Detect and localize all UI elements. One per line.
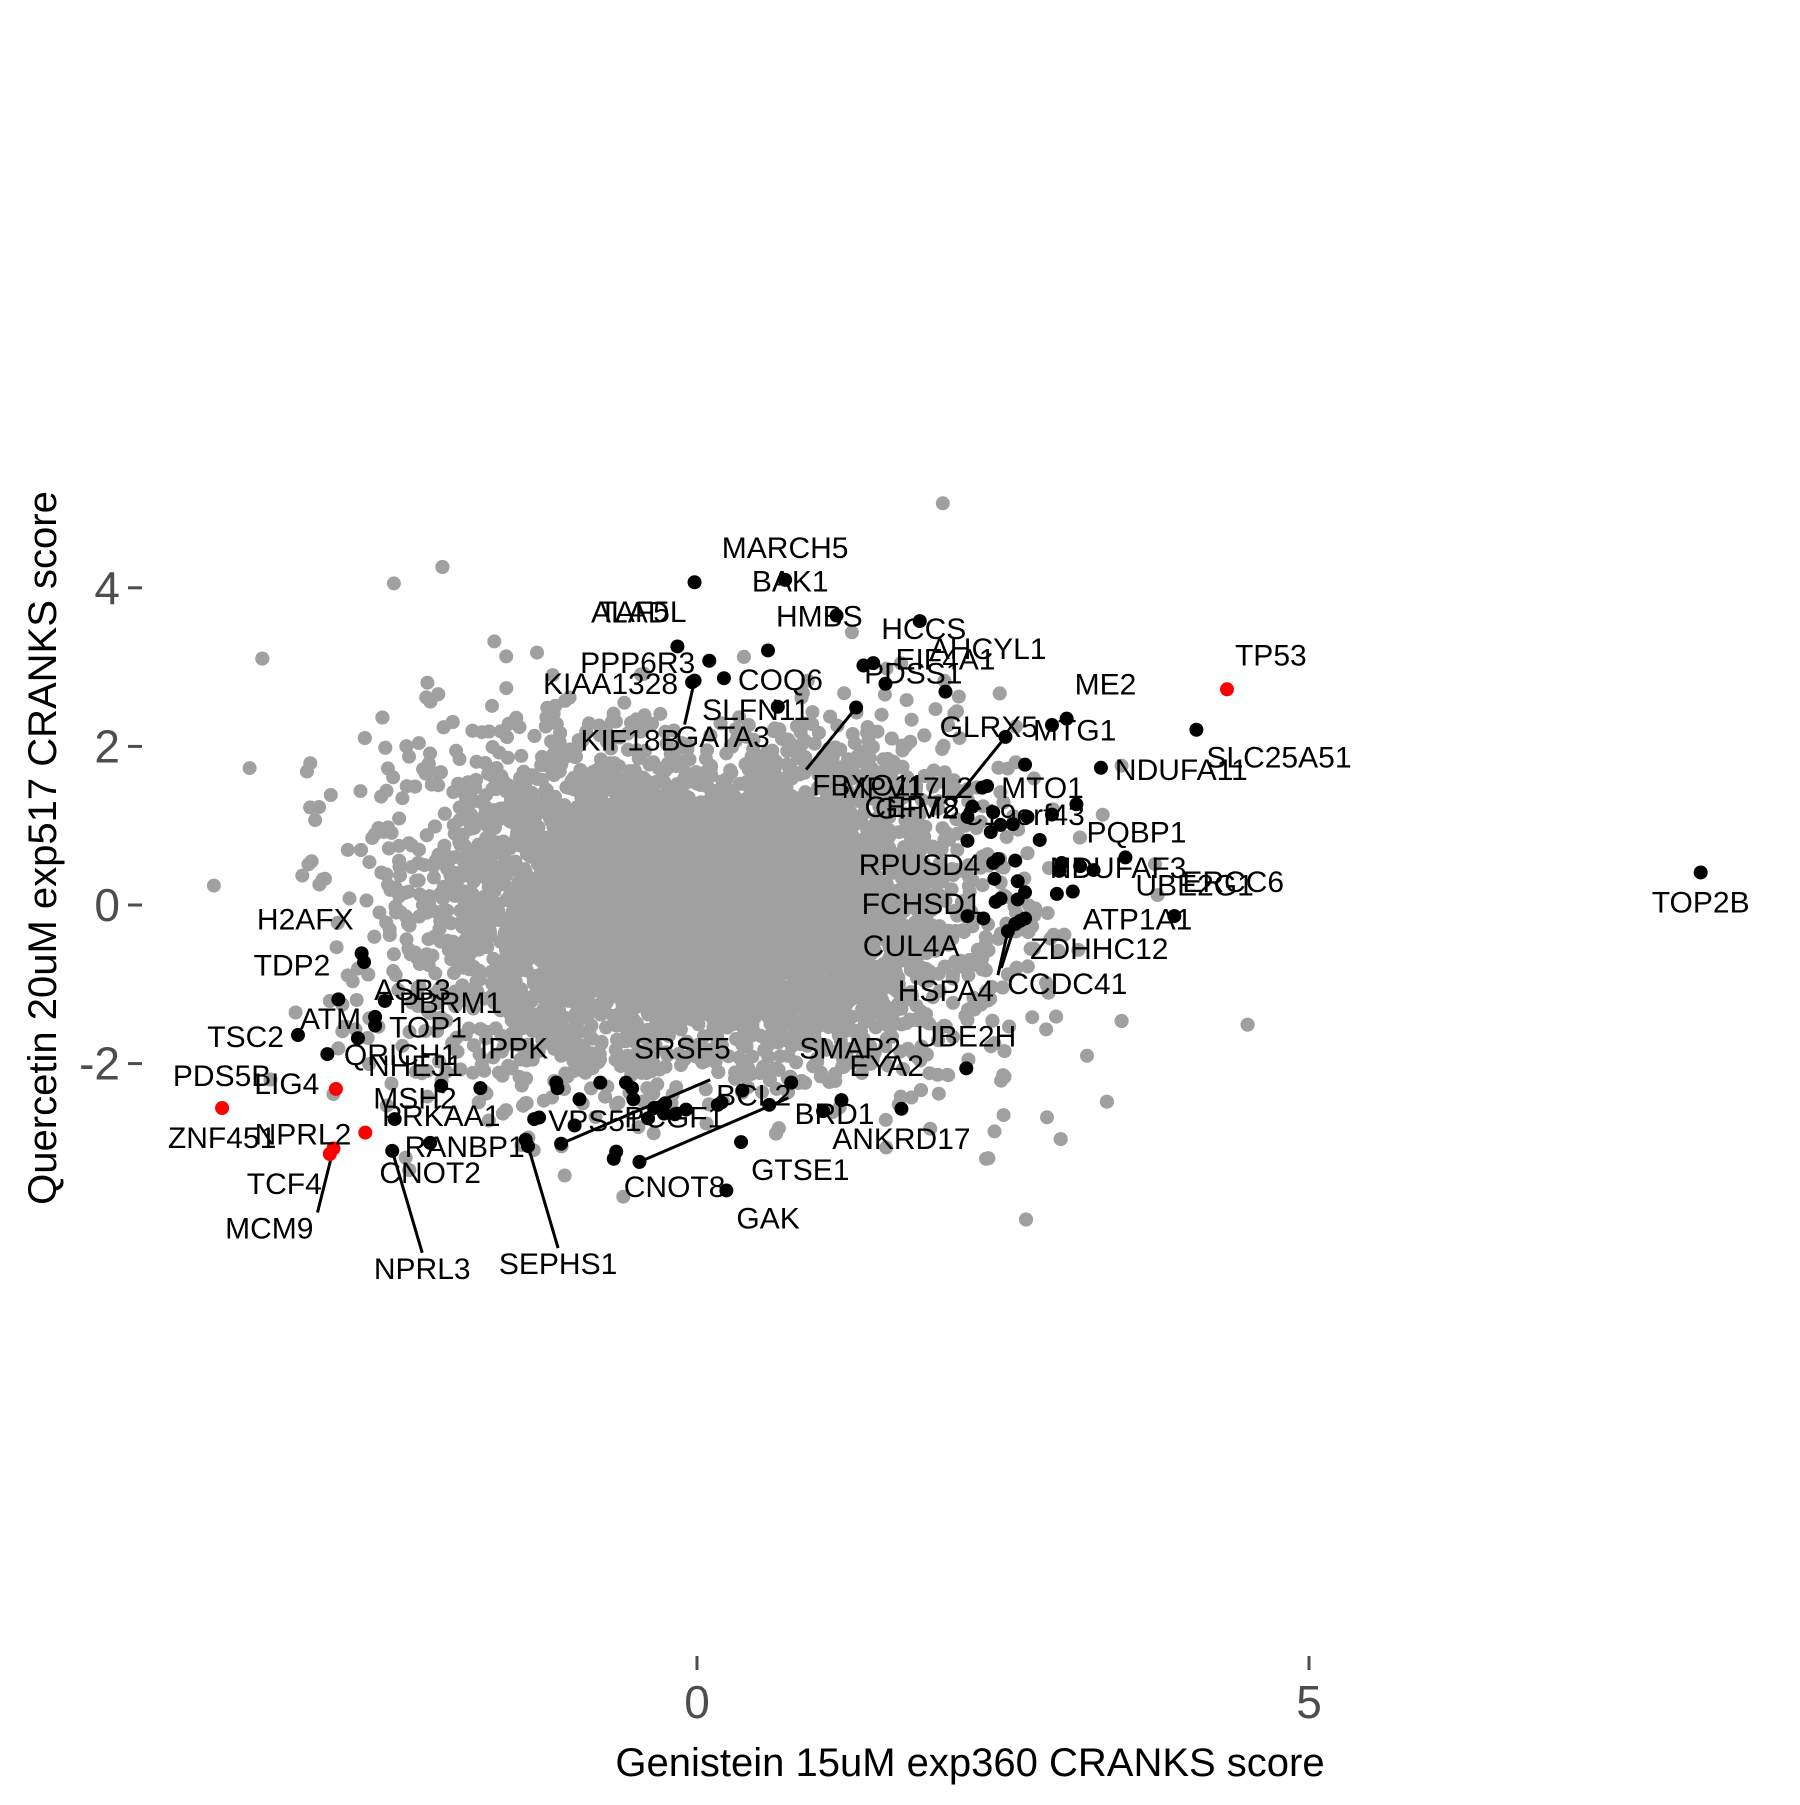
background-point (931, 1086, 946, 1101)
background-point (423, 746, 437, 761)
background-point (554, 1048, 569, 1063)
background-point (514, 748, 529, 763)
background-point (398, 1150, 413, 1165)
background-point (353, 784, 368, 799)
background-point (616, 1189, 631, 1204)
background-point (1040, 906, 1055, 920)
background-point (904, 1090, 919, 1105)
background-point (899, 738, 914, 753)
background-point (242, 761, 257, 776)
background-point (1025, 1010, 1040, 1025)
background-point (499, 649, 514, 664)
background-point (499, 681, 514, 696)
background-point (899, 693, 914, 708)
background-point (952, 731, 967, 745)
background-point (800, 673, 815, 688)
background-point (973, 814, 988, 829)
background-point (1071, 942, 1086, 957)
background-point (349, 993, 364, 1007)
background-point (880, 1058, 895, 1073)
background-point (557, 1168, 572, 1183)
background-point (308, 813, 323, 828)
background-point (946, 1030, 960, 1044)
background-point (904, 712, 919, 727)
background-cloud (206, 496, 1255, 1227)
background-point (811, 725, 826, 740)
background-point (431, 778, 446, 793)
background-point (1095, 807, 1110, 822)
background-point (362, 1057, 377, 1071)
background-point (999, 830, 1014, 844)
background-point (411, 736, 426, 751)
background-point (1043, 931, 1058, 946)
background-point (372, 905, 387, 920)
background-point (976, 799, 990, 814)
background-point (1027, 771, 1041, 786)
background-point (530, 645, 544, 660)
background-point (402, 1024, 417, 1039)
background-point (359, 893, 374, 908)
background-point (837, 686, 852, 701)
background-point (612, 759, 627, 774)
background-point (395, 791, 410, 806)
background-point (362, 855, 377, 870)
background-point (323, 788, 338, 802)
background-point (485, 698, 499, 713)
background-point (1040, 1110, 1054, 1125)
background-point (755, 1085, 769, 1100)
background-point (206, 878, 221, 893)
background-point (631, 1120, 646, 1135)
background-point (996, 1108, 1011, 1123)
